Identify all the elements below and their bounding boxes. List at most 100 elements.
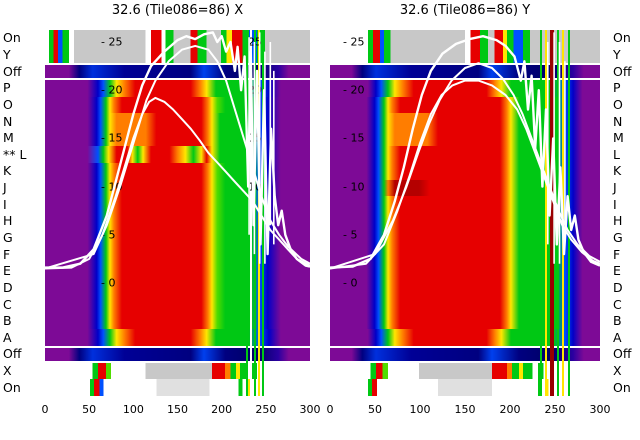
left-axis-label-4-o: O [3, 96, 13, 112]
x-tick-label: 200 [499, 403, 521, 416]
right-axis-label-1-y: Y [613, 46, 621, 62]
heatmap-row-x-18-a [45, 329, 310, 347]
heatmap-row-y-0-on [330, 30, 600, 47]
left-axis-labels: On Y Off P O N M ** L K J I H G F E D C B A Off X On [0, 30, 44, 396]
overlay-curve [330, 79, 600, 270]
heatmap-row-y-19-off [330, 346, 600, 363]
heatmap-row-x-8-k [45, 163, 310, 180]
right-axis-label-14-e: E [613, 262, 621, 278]
left-axis-label-13-f: F [3, 246, 11, 262]
overlay-curves-x [45, 31, 310, 270]
right-axis-label-2-off: Off [613, 63, 632, 79]
left-axis-label-3-p: P [3, 79, 11, 95]
overlay-ytick-label: - 10 [343, 180, 365, 194]
right-axis-label-0-on: On [613, 30, 631, 46]
right-axis-label-12-g: G [613, 229, 623, 245]
x-tick-label: 50 [368, 403, 382, 416]
heatmap-row-x-5-n [45, 113, 310, 130]
heatmap-row-x-15-d [45, 279, 310, 297]
left-axis-label-16-c: C [3, 296, 12, 312]
x-axis-right: 0 50 100 150 200 250 300 [326, 399, 611, 417]
heatmap-row-x-6-m [45, 129, 310, 147]
x-tick-label: 300 [589, 403, 611, 416]
left-axis-label-0-on: On [3, 30, 21, 46]
overlay-ytick-label: - 15 [101, 131, 123, 145]
left-axis-label-1-y: Y [3, 46, 11, 62]
heatmap-row-y-12-g [330, 229, 600, 247]
heatmap-row-y-15-d [330, 279, 600, 297]
x-tick-label: 200 [211, 403, 233, 416]
overlay-ytick-label: - 25 [343, 35, 365, 49]
left-axis-label-7-l: ** L [3, 146, 27, 162]
heatmap-row-y-7-l [330, 146, 600, 164]
heatmap-row-y-8-k [330, 163, 600, 180]
x-tick-label: 50 [82, 403, 97, 416]
heatmap-row-x-11-h [45, 213, 310, 230]
overlay-ytick-label: - 0 [101, 276, 116, 290]
vertical-stripe [544, 30, 547, 396]
heatmap-row-x-16-c [45, 296, 310, 313]
heatmap-row-x-3-p [45, 79, 310, 97]
heatmap-row-y-16-c [330, 296, 600, 313]
heatmap-row-x-17-b [45, 312, 310, 330]
heatmap-panel-x: - 25- 20- 15- 10- 5- 025201510 [45, 30, 310, 396]
overlay-ytick-label: - 0 [343, 276, 358, 290]
right-axis-label-3-p: P [613, 79, 621, 95]
left-axis-label-20-x: X [3, 362, 12, 378]
right-axis-label-11-h: H [613, 213, 623, 229]
left-axis-label-17-b: B [3, 312, 12, 328]
right-axis-label-13-f: F [613, 246, 621, 262]
left-axis-label-12-g: G [3, 229, 13, 245]
heatmap-panel-y: - 25 - 20 - 15 - 10 - 5 - 0 [330, 30, 600, 396]
overlay-curve [330, 34, 600, 269]
right-axis-label-5-n: N [613, 113, 623, 129]
x-tick-label: 300 [299, 403, 321, 416]
x-tick-label: 0 [326, 403, 334, 416]
x-tick-label: 150 [167, 403, 188, 416]
right-axis-label-21-on: On [613, 379, 631, 395]
x-tick-label: 250 [544, 403, 566, 416]
heatmap-row-x-14-e [45, 262, 310, 280]
left-axis-label-2-off: Off [3, 63, 22, 79]
heatmap-row-y-18-a [330, 329, 600, 347]
x-tick-label: 100 [409, 403, 431, 416]
left-axis-label-5-n: N [3, 113, 13, 129]
right-axis-labels: On Y Off P O N M L K J I H G F E D C B A Off X On [604, 30, 640, 396]
x-tick-label: 100 [122, 403, 144, 416]
right-axis-label-16-c: C [613, 296, 622, 312]
heatmap-row-x-21-on [45, 379, 310, 396]
vertical-stripe [250, 30, 252, 396]
right-axis-label-8-k: K [613, 163, 622, 179]
heatmap-row-y-13-f [330, 246, 600, 263]
vertical-stripe [245, 30, 248, 396]
overlay-ytick-label: - 20 [101, 83, 123, 97]
left-axis-label-8-k: K [3, 163, 12, 179]
right-panel-title: 32.6 (Tile086=86) Y [399, 3, 531, 18]
heatmap-row-y-21-on [330, 379, 600, 396]
heatmap-row-x-4-o [45, 96, 310, 114]
vertical-stripe [550, 30, 555, 396]
right-axis-label-19-off: Off [613, 346, 632, 362]
heatmap-row-y-17-b [330, 312, 600, 330]
vertical-stripe [540, 30, 543, 396]
right-axis-label-4-o: O [613, 96, 623, 112]
heatmap-row-y-14-e [330, 262, 600, 280]
overlay-ytick-label: - 5 [343, 228, 358, 242]
right-axis-label-20-x: X [613, 362, 622, 378]
heatmap-row-x-12-g [45, 229, 310, 247]
left-axis-label-10-i: I [3, 196, 7, 212]
x-tick-label: 0 [41, 403, 49, 416]
overlay-curve [45, 31, 310, 269]
left-axis-label-11-h: H [3, 213, 13, 229]
x-tick-label: 250 [255, 403, 277, 416]
overlay-ytick-label: - 25 [101, 35, 123, 49]
right-axis-label-15-d: D [613, 279, 623, 295]
overlay-curve [45, 44, 310, 270]
heatmap-row-y-11-h [330, 213, 600, 230]
left-axis-label-14-e: E [3, 262, 11, 278]
right-axis-label-17-b: B [613, 312, 622, 328]
heatmap-row-x-13-f [45, 246, 310, 263]
left-axis-label-19-off: Off [3, 346, 22, 362]
right-axis-label-7-l: L [613, 146, 620, 162]
heatmap-row-x-0-on [45, 30, 310, 47]
